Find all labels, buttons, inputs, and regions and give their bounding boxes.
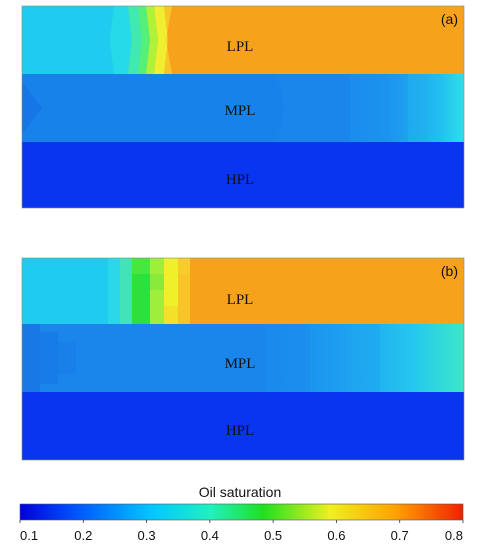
panel-b-hpl-layer: HPL: [22, 392, 464, 460]
colorbar-ticks: 0.1 0.2 0.3 0.4 0.5 0.6 0.7 0.8: [19, 520, 464, 543]
colorbar-tick-label: 0.3: [138, 528, 156, 543]
colorbar-tick-label: 0.2: [74, 528, 92, 543]
colorbar-tick-label: 0.8: [445, 528, 463, 543]
panel-b-mpl-label: MPL: [225, 356, 256, 372]
colorbar-tick-label: 0.6: [327, 528, 345, 543]
panel-a-mpl-layer: MPL: [22, 74, 464, 142]
panel-a: LPL (a) MPL HPL: [21, 5, 465, 209]
panel-a-hpl-layer: HPL: [22, 142, 464, 208]
colorbar-tick-label: 0.5: [264, 528, 282, 543]
panel-b-lpl-label: LPL: [227, 292, 254, 308]
panel-b-border: [21, 257, 465, 461]
panel-b: LPL (b) MPL HPL: [21, 257, 465, 461]
colorbar-tick-label: 0.1: [20, 528, 38, 543]
panel-a-lpl-label: LPL: [227, 39, 254, 55]
panel-a-border: [21, 5, 465, 209]
colorbar-gradient: [19, 503, 464, 521]
panel-b-mpl-layer: MPL: [22, 324, 464, 392]
panel-a-hpl-label: HPL: [226, 172, 254, 188]
panel-b-hpl-label: HPL: [226, 423, 254, 439]
colorbar-title: Oil saturation: [199, 484, 281, 500]
panel-b-lpl-layer: LPL (b): [22, 258, 464, 324]
panel-b-tag: (b): [441, 263, 458, 279]
colorbar-tick-label: 0.7: [391, 528, 409, 543]
panel-a-lpl-layer: LPL (a): [22, 6, 464, 74]
colorbar: Oil saturation 0.1 0.2 0.3 0.4 0.5 0.6 0.7 0.8: [19, 484, 464, 543]
panel-a-mpl-label: MPL: [225, 103, 256, 119]
colorbar-tick-label: 0.4: [201, 528, 219, 543]
panel-a-tag: (a): [441, 11, 458, 27]
